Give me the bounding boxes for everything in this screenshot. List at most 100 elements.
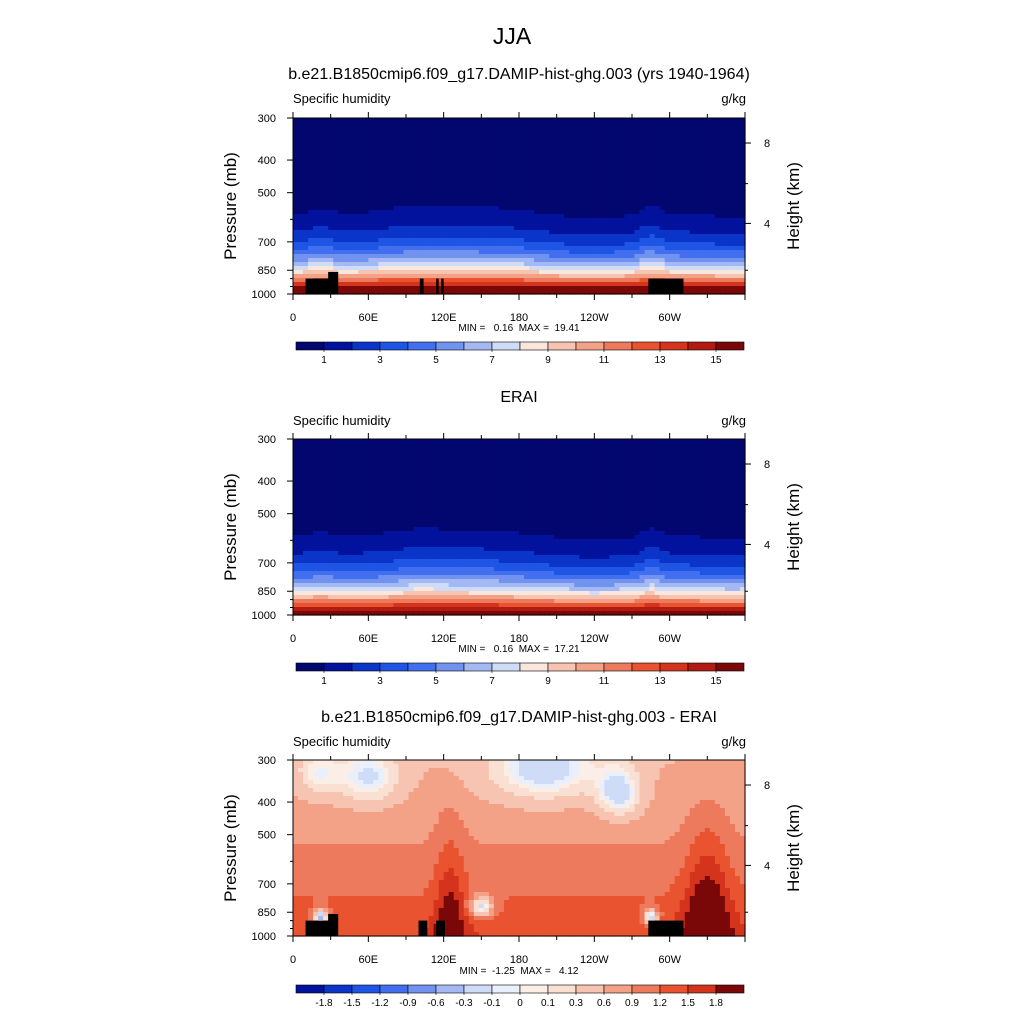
heatmap-cell: [363, 126, 369, 131]
heatmap-cell: [539, 254, 545, 259]
heatmap-cell: [498, 282, 505, 287]
heatmap-cell: [338, 190, 344, 195]
heatmap-cell: [358, 250, 364, 255]
heatmap-cell: [524, 206, 530, 211]
heatmap-cell: [413, 475, 420, 480]
heatmap-cell: [699, 158, 706, 163]
heatmap-cell: [303, 270, 309, 275]
heatmap-cell: [614, 443, 621, 448]
heatmap-cell: [468, 182, 475, 187]
heatmap-cell: [704, 158, 711, 163]
heatmap-cell: [714, 134, 721, 139]
heatmap-cell: [704, 451, 711, 456]
heatmap-cell: [453, 234, 460, 239]
heatmap-cell: [488, 282, 495, 287]
heatmap-cell: [318, 238, 324, 243]
heatmap-cell: [458, 206, 465, 211]
heatmap-cell: [508, 439, 515, 444]
heatmap-cell: [393, 122, 400, 127]
heatmap-cell: [408, 214, 415, 219]
heatmap-cell: [493, 186, 500, 191]
heatmap-cell: [418, 262, 425, 267]
heatmap-cell: [724, 230, 731, 235]
heatmap-cell: [378, 270, 384, 275]
heatmap-cell: [483, 218, 490, 223]
heatmap-cell: [363, 202, 369, 207]
heatmap-cell: [624, 254, 631, 259]
heatmap-cell: [348, 150, 354, 155]
heatmap-cell: [724, 178, 731, 183]
heatmap-cell: [513, 266, 520, 271]
heatmap-cell: [654, 178, 661, 183]
heatmap-cell: [554, 158, 560, 163]
heatmap-cell: [363, 190, 369, 195]
heatmap-cell: [358, 463, 364, 468]
heatmap-cell: [584, 194, 590, 199]
heatmap-cell: [649, 146, 656, 151]
heatmap-cell: [363, 138, 369, 143]
heatmap-cell: [368, 154, 374, 159]
heatmap-cell: [503, 439, 510, 444]
heatmap-cell: [463, 142, 470, 147]
colorbar-swatch: [687, 341, 717, 351]
heatmap-cell: [609, 210, 616, 215]
heatmap-cell: [313, 174, 319, 179]
heatmap-cell: [524, 266, 530, 271]
heatmap-cell: [644, 451, 651, 456]
heatmap-cell: [423, 150, 430, 155]
heatmap-cell: [704, 186, 711, 191]
heatmap-cell: [649, 174, 656, 179]
heatmap-cell: [433, 226, 440, 231]
heatmap-cell: [448, 471, 455, 476]
heatmap-cell: [529, 270, 535, 275]
heatmap-cell: [724, 118, 731, 123]
heatmap-cell: [719, 270, 726, 275]
heatmap-cell: [488, 190, 495, 195]
heatmap-cell: [378, 258, 384, 263]
heatmap-cell: [624, 250, 631, 255]
heatmap-cell: [353, 126, 359, 131]
heatmap-cell: [418, 150, 425, 155]
heatmap-cell: [493, 230, 500, 235]
heatmap-cell: [473, 118, 480, 123]
heatmap-cell: [704, 214, 711, 219]
heatmap-cell: [554, 126, 560, 131]
heatmap-cell: [468, 126, 475, 131]
heatmap-cell: [378, 166, 384, 171]
heatmap-cell: [478, 439, 485, 444]
heatmap-cell: [298, 182, 304, 187]
heatmap-cell: [318, 150, 324, 155]
heatmap-cell: [398, 475, 405, 480]
heatmap-cell: [564, 290, 570, 295]
heatmap-cell: [699, 278, 706, 283]
heatmap-cell: [734, 134, 741, 139]
heatmap-cell: [313, 447, 319, 452]
heatmap-cell: [559, 290, 565, 295]
heatmap-cell: [644, 274, 651, 279]
heatmap-cell: [729, 166, 736, 171]
heatmap-cell: [423, 262, 430, 267]
heatmap-cell: [609, 250, 616, 255]
heatmap-cell: [338, 258, 344, 263]
heatmap-cell: [513, 218, 520, 223]
heatmap-cell: [408, 186, 415, 191]
heatmap-cell: [308, 451, 314, 456]
figure-title: JJA: [493, 23, 532, 49]
heatmap-cell: [453, 186, 460, 191]
heatmap-cell: [343, 471, 349, 476]
heatmap-cell: [293, 290, 299, 295]
heatmap-cell: [619, 150, 626, 155]
heatmap-cell: [448, 170, 455, 175]
heatmap-cell: [313, 270, 319, 275]
heatmap-cell: [729, 150, 736, 155]
heatmap-cell: [694, 118, 701, 123]
heatmap-cell: [634, 443, 641, 448]
heatmap-cell: [458, 194, 465, 199]
heatmap-cell: [699, 194, 706, 199]
heatmap-cell: [493, 266, 500, 271]
heatmap-cell: [674, 234, 681, 239]
heatmap-cell: [534, 447, 540, 452]
heatmap-cell: [418, 266, 425, 271]
heatmap-cell: [649, 210, 656, 215]
